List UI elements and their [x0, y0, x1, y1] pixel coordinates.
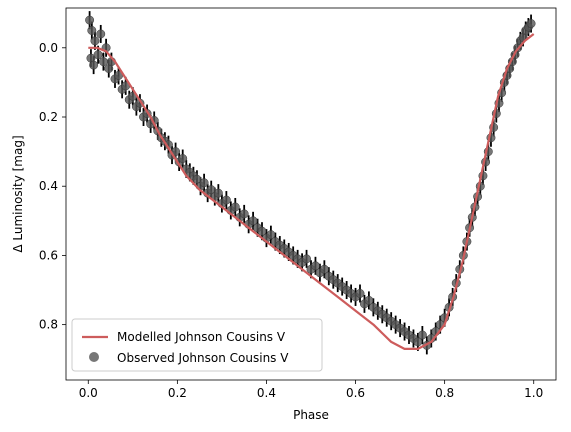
observed-point	[89, 60, 99, 70]
observed-point	[90, 36, 100, 46]
observed-point	[417, 330, 427, 340]
y-axis-label: Δ Luminosity [mag]	[11, 135, 25, 252]
plot-area	[85, 11, 536, 355]
observed-point	[93, 50, 103, 60]
legend-point-marker	[89, 352, 99, 362]
observed-point	[230, 202, 240, 212]
legend-label-observed: Observed Johnson Cousins V	[117, 351, 289, 365]
observed-point	[85, 15, 95, 25]
axis-ticks: 0.0 0.2 0.4 0.6 0.8 1.0 0.0 0.2 0.4 0.6 0.8	[39, 41, 543, 400]
x-axis-label: Phase	[293, 408, 329, 422]
observed-point	[178, 154, 188, 163]
observed-point	[96, 29, 106, 39]
observed-point	[206, 185, 216, 195]
x-tick-label: 0.2	[168, 386, 187, 400]
x-tick-label: 0.6	[346, 386, 365, 400]
legend: Modelled Johnson Cousins V Observed John…	[71, 318, 323, 372]
observed-point	[248, 216, 258, 226]
observed-point	[192, 174, 202, 184]
y-tick-label: 0.6	[39, 248, 58, 262]
y-tick-label: 0.8	[39, 318, 58, 332]
x-tick-label: 0.4	[257, 386, 276, 400]
observed-point	[257, 226, 267, 236]
observed-point	[266, 230, 276, 240]
observed-point	[199, 178, 209, 188]
observed-point	[413, 337, 423, 347]
observed-point	[355, 289, 365, 298]
observed-point	[319, 264, 329, 274]
observed-point	[364, 295, 374, 305]
observed-point	[526, 19, 536, 29]
observed-point	[213, 188, 223, 198]
x-tick-label: 0.0	[79, 386, 98, 400]
y-tick-label: 0.0	[39, 41, 58, 55]
observed-point	[302, 254, 311, 264]
observed-point	[98, 57, 108, 67]
y-tick-label: 0.2	[39, 110, 58, 124]
plot-frame	[65, 7, 557, 381]
model-line	[88, 33, 535, 350]
legend-box	[71, 318, 323, 372]
observed-point	[87, 26, 97, 35]
observed-point	[221, 195, 231, 205]
observed-point	[239, 209, 249, 219]
legend-label-model: Modelled Johnson Cousins V	[117, 330, 286, 344]
x-tick-label: 0.8	[435, 386, 454, 400]
y-tick-label: 0.4	[39, 179, 58, 193]
observed-point	[311, 261, 320, 271]
x-tick-label: 1.0	[524, 386, 543, 400]
